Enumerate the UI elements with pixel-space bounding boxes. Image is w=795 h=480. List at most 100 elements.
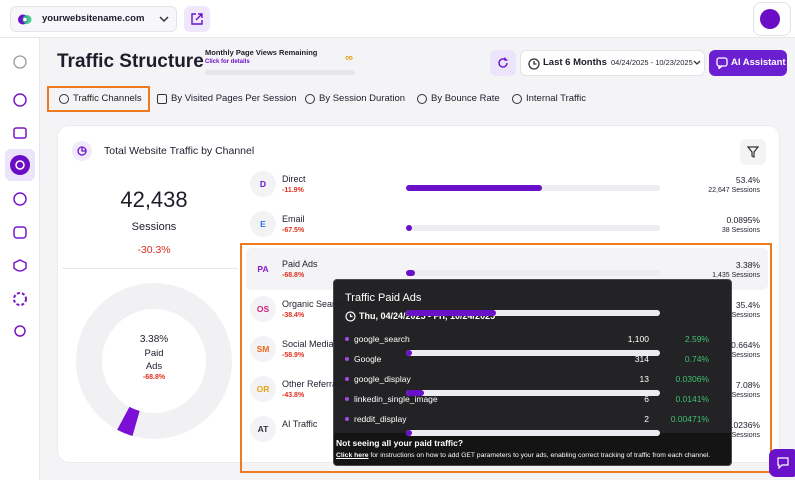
share-bar-track [406,350,660,356]
channel-share: 0.0236% [726,420,760,430]
donut-label-line: Paid [104,348,204,359]
channel-name: Other Referrals [282,379,344,389]
channel-name: Paid Ads [282,259,318,269]
share-bar [406,430,412,436]
share-bar [406,225,412,231]
share-bar [406,390,424,396]
nav-icon[interactable] [14,227,26,238]
tab-icon [512,94,522,104]
row-name: google_display [354,373,411,385]
row-name: Google [354,353,381,365]
channel-share: 3.38% [736,260,760,270]
channel-badge: E [250,211,276,237]
nav-icon[interactable] [14,56,26,68]
nav-icon[interactable] [14,128,26,138]
share-bar-track [406,310,660,316]
refresh-icon [497,57,509,69]
page-views-bar [205,70,355,75]
share-bar [406,185,542,191]
ai-assistant-button[interactable]: AI Assistant [709,50,787,76]
period-label: Last 6 Months [543,51,607,75]
filter-icon [747,146,759,158]
channel-abbr: D [250,171,276,197]
share-bar-track [406,390,660,396]
row-share: 0.74% [685,353,709,365]
tab-icon [59,94,69,104]
donut-change: -68.8% [104,374,204,381]
row-bullet [345,397,349,401]
card-icon [72,141,92,161]
tooltip-title: Traffic Paid Ads [345,292,421,304]
filter-button[interactable] [740,139,766,165]
row-share: 0.00471% [671,413,709,425]
total-label: Sessions [62,221,246,233]
channel-badge: OS [250,296,276,322]
channel-change: -43.8% [282,392,304,399]
external-link-button[interactable] [184,6,210,32]
channel-abbr: OS [250,296,276,322]
channel-share: 7.08% [736,380,760,390]
chat-button[interactable] [769,449,795,477]
page-views-label: Monthly Page Views Remaining [205,48,317,57]
nav-icon[interactable] [14,94,26,106]
nav-icon-active[interactable] [10,155,30,175]
tab[interactable]: By Bounce Rate [431,92,500,106]
row-bullet [345,417,349,421]
share-bar-track [406,225,660,231]
tab[interactable]: Traffic Channels [73,92,142,106]
external-link-icon [191,13,203,25]
avatar-button[interactable] [753,2,791,36]
channel-sessions: 1,435 Sessions [712,272,760,279]
channel-change: -11.9% [282,187,304,194]
clock-icon [528,58,540,70]
channel-sessions: Sessions [732,432,760,439]
channel-abbr: PA [250,256,276,282]
ai-assistant-label: AI Assistant [731,50,786,76]
channel-share: 53.4% [736,175,760,185]
channel-share: 0.0895% [726,215,760,225]
tab-icon [305,94,315,104]
website-selector[interactable]: yourwebsitename.com [10,6,177,32]
card-title: Total Website Traffic by Channel [104,145,254,158]
sidebar-icons [0,38,40,358]
tab-icon [417,94,427,104]
page-views-value: ∞ [345,52,353,64]
channel-change: -67.5% [282,227,304,234]
date-picker[interactable]: Last 6 Months 04/24/2025 - 10/23/2025 [520,50,705,76]
refresh-button[interactable] [490,50,516,76]
nav-icon[interactable] [14,193,26,205]
page-views-link[interactable]: Click for details [205,59,250,65]
channel-abbr: AT [250,416,276,442]
channel-name: Social Media [282,339,334,349]
tab[interactable]: Internal Traffic [526,92,586,106]
row-share: 2.59% [685,333,709,345]
row-bullet [345,337,349,341]
channel-name: Direct [282,174,306,184]
nav-icon[interactable] [14,260,26,271]
tooltip: Traffic Paid Ads Thu, 04/24/2025 - Fri, … [333,279,732,466]
share-bar-track [406,430,660,436]
donut-value: 3.38% [104,334,204,345]
website-name: yourwebsitename.com [42,7,144,31]
channel-sessions: Sessions [732,312,760,319]
chat-icon [777,457,789,469]
row-share: 0.0306% [675,373,709,385]
share-bar-track [406,270,660,276]
page-views-box[interactable]: Monthly Page Views Remaining Click for d… [205,46,355,78]
share-bar [406,310,496,316]
share-bar-track [406,185,660,191]
share-bar [406,350,412,356]
tab[interactable]: By Visited Pages Per Session [171,92,297,106]
channel-name: AI Traffic [282,419,317,429]
channel-name: Email [282,214,305,224]
nav-icon[interactable] [15,326,25,336]
share-bar [406,270,415,276]
footer-link[interactable]: Click here [336,452,369,459]
row-count: 13 [640,373,649,385]
footer-instructions: for instructions on how to add GET param… [369,452,711,459]
separator [62,268,238,269]
nav-icon[interactable] [14,293,26,305]
tab[interactable]: By Session Duration [319,92,405,106]
clock-icon [345,311,356,322]
